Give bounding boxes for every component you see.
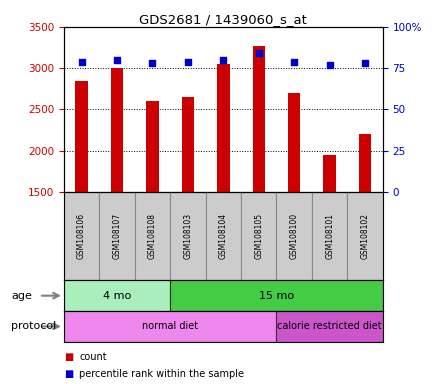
- Bar: [64, 280, 170, 311]
- Bar: [146, 101, 158, 192]
- Point: [114, 57, 121, 63]
- Text: normal diet: normal diet: [142, 321, 198, 331]
- Point: [220, 57, 227, 63]
- Text: GSM108103: GSM108103: [183, 213, 192, 259]
- Title: GDS2681 / 1439060_s_at: GDS2681 / 1439060_s_at: [139, 13, 307, 26]
- Point: [291, 58, 298, 65]
- Bar: [276, 192, 312, 280]
- Point: [149, 60, 156, 66]
- Bar: [323, 155, 336, 192]
- Bar: [205, 192, 241, 280]
- Bar: [241, 192, 276, 280]
- Text: 4 mo: 4 mo: [103, 291, 131, 301]
- Text: GSM108107: GSM108107: [113, 213, 121, 259]
- Point: [362, 60, 369, 66]
- Text: GSM108105: GSM108105: [254, 213, 263, 259]
- Point: [78, 58, 85, 65]
- Bar: [182, 97, 194, 192]
- Text: protocol: protocol: [11, 321, 56, 331]
- Text: count: count: [79, 352, 107, 362]
- Bar: [170, 192, 205, 280]
- Text: GSM108106: GSM108106: [77, 213, 86, 259]
- Text: GSM108101: GSM108101: [325, 213, 334, 259]
- Text: calorie restricted diet: calorie restricted diet: [277, 321, 382, 331]
- Bar: [347, 192, 383, 280]
- Bar: [253, 46, 265, 192]
- Bar: [99, 192, 135, 280]
- Bar: [217, 64, 230, 192]
- Bar: [75, 81, 88, 192]
- Bar: [135, 192, 170, 280]
- Bar: [359, 134, 371, 192]
- Text: GSM108100: GSM108100: [290, 213, 299, 259]
- Bar: [170, 280, 383, 311]
- Text: ■: ■: [64, 369, 73, 379]
- Bar: [64, 311, 276, 342]
- Text: 15 mo: 15 mo: [259, 291, 294, 301]
- Bar: [276, 311, 383, 342]
- Point: [184, 58, 191, 65]
- Text: GSM108104: GSM108104: [219, 213, 228, 259]
- Bar: [64, 192, 99, 280]
- Text: GSM108102: GSM108102: [360, 213, 370, 259]
- Bar: [312, 192, 347, 280]
- Bar: [111, 68, 123, 192]
- Text: ■: ■: [64, 352, 73, 362]
- Text: percentile rank within the sample: percentile rank within the sample: [79, 369, 244, 379]
- Text: GSM108108: GSM108108: [148, 213, 157, 259]
- Bar: [288, 93, 301, 192]
- Text: age: age: [11, 291, 32, 301]
- Point: [255, 50, 262, 56]
- Point: [326, 62, 333, 68]
